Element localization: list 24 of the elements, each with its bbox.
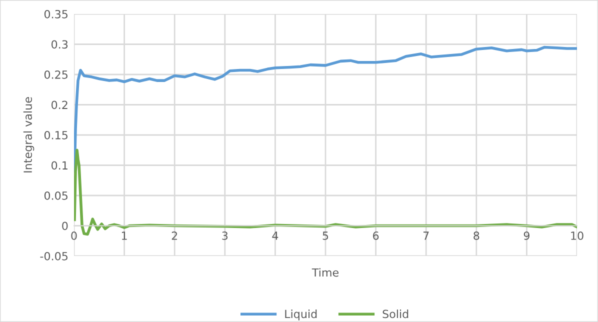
y-tick-label: 0.3 [52, 40, 68, 49]
x-tick-label: 9 [524, 232, 530, 240]
legend-label: Solid [382, 310, 408, 318]
y-tick-label: -0.05 [40, 252, 68, 260]
x-tick-label: 2 [172, 232, 178, 240]
y-tick-label: 0.15 [44, 130, 68, 140]
x-tick-label: 0 [71, 232, 77, 240]
x-tick-label: 8 [474, 232, 480, 240]
x-tick-label: 10 [571, 232, 584, 240]
x-tick-label: 1 [122, 232, 127, 240]
y-tick-label: 0.35 [44, 10, 68, 18]
y-tick-label: 0 [62, 222, 68, 230]
x-tick-label: 5 [322, 232, 328, 240]
x-tick-label: 6 [373, 232, 379, 240]
x-tick-label: 7 [423, 232, 429, 240]
y-tick-label: 0.1 [52, 161, 68, 170]
x-axis-title: Time [312, 268, 338, 277]
legend-label: Liquid [285, 310, 317, 320]
x-tick-label: 4 [272, 232, 278, 240]
x-tick-label: 3 [222, 232, 228, 240]
y-axis-title: Integral value [23, 97, 34, 172]
y-tick-label: 0.05 [44, 191, 68, 200]
y-tick-label: 0.25 [44, 70, 68, 79]
y-tick-label: 0.2 [52, 100, 68, 110]
